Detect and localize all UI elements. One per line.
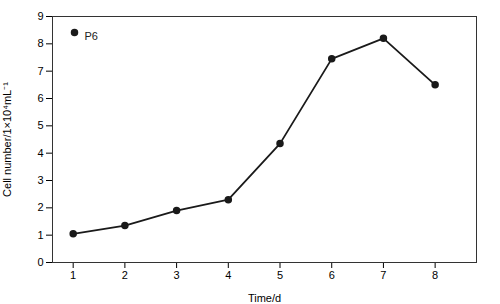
- svg-text:5: 5: [37, 119, 43, 131]
- svg-text:5: 5: [277, 269, 283, 281]
- svg-text:Time/d: Time/d: [248, 292, 281, 304]
- svg-text:Cell number/1×10⁴mL⁻¹: Cell number/1×10⁴mL⁻¹: [1, 82, 13, 197]
- svg-text:7: 7: [37, 65, 43, 77]
- svg-text:P6: P6: [85, 30, 98, 42]
- svg-text:3: 3: [37, 174, 43, 186]
- svg-text:9: 9: [37, 10, 43, 22]
- svg-text:0: 0: [37, 256, 43, 268]
- svg-text:8: 8: [37, 37, 43, 49]
- svg-text:7: 7: [380, 269, 386, 281]
- svg-text:3: 3: [174, 269, 180, 281]
- svg-text:2: 2: [122, 269, 128, 281]
- svg-text:4: 4: [225, 269, 231, 281]
- svg-text:8: 8: [432, 269, 438, 281]
- svg-text:2: 2: [37, 201, 43, 213]
- svg-text:6: 6: [329, 269, 335, 281]
- svg-text:1: 1: [37, 229, 43, 241]
- svg-text:1: 1: [70, 269, 76, 281]
- svg-text:6: 6: [37, 92, 43, 104]
- svg-text:4: 4: [37, 147, 43, 159]
